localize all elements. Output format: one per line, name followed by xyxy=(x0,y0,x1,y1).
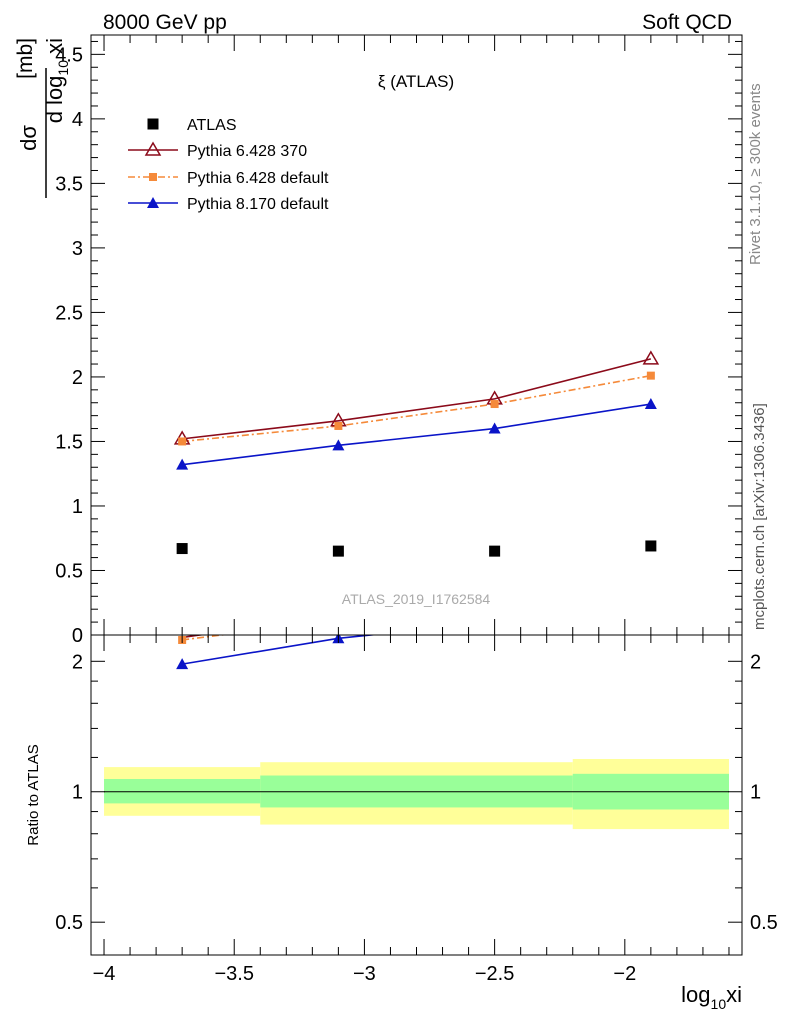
x-tick-label: −2.5 xyxy=(475,963,514,985)
x-tick-label: −2 xyxy=(613,963,636,985)
ratio-panel: 0.5 0.5 1 1 2 2 −4 −3.5 −3 −2.5 −2 xyxy=(55,634,778,985)
y-tick-label: 2 xyxy=(72,367,83,389)
y-tick-label: 1 xyxy=(72,496,83,518)
y-tick-label: 3 xyxy=(72,238,83,260)
data-point-atlas xyxy=(645,540,657,552)
legend-label-pythia-6-428-370: Pythia 6.428 370 xyxy=(187,143,307,160)
header-right-label: Soft QCD xyxy=(642,11,732,34)
ylabel-unit: [mb] xyxy=(14,38,37,79)
ylabel-denominator: d log10 xi xyxy=(42,38,71,123)
chart-title: ξ (ATLAS) xyxy=(378,72,454,91)
ratio-point-pythia-8-170-default xyxy=(176,658,189,670)
xlabel: log10xi xyxy=(681,982,742,1012)
ylabel-numerator: dσ xyxy=(16,125,41,151)
y-tick-label: 2.5 xyxy=(55,302,83,324)
main-ylabel: dσ d log10 xi [mb] xyxy=(14,38,71,198)
legend-marker-pythia-8-170-default xyxy=(147,197,159,208)
ratio-y-tick-label: 1 xyxy=(72,782,83,804)
rivet-side-label: Rivet 3.1.10, ≥ 300k events xyxy=(747,83,764,265)
data-point-pythia-8-170-default xyxy=(488,422,501,434)
legend: ATLAS Pythia 6.428 370 Pythia 6.428 defaul… xyxy=(128,117,329,213)
data-point-pythia-8-170-default xyxy=(644,398,657,410)
ratio-line-pythia-8-170-default xyxy=(182,635,379,665)
data-point-pythia-6-428-default xyxy=(490,400,499,409)
series-line-pythia-8-170-default xyxy=(182,403,651,466)
y-tick-label: 3.5 xyxy=(55,173,83,195)
x-tick-label: −3 xyxy=(353,963,376,985)
legend-marker-pythia-6-428-370 xyxy=(144,141,162,156)
y-tick-label: 4 xyxy=(72,109,83,131)
legend-label-pythia-8-170-default: Pythia 8.170 default xyxy=(187,196,329,213)
y-tick-label: 0 xyxy=(72,625,83,647)
legend-marker-pythia-6-428-default xyxy=(149,173,157,181)
main-panel: 0 0.5 1 1.5 2 2.5 3 3.5 4 4.5 xyxy=(55,34,743,647)
ratio-y-tick-label-right: 1 xyxy=(750,782,761,804)
series-line-pythia-6-428-370 xyxy=(182,358,652,440)
data-point-pythia-8-170-default xyxy=(332,439,345,451)
data-point-atlas xyxy=(332,545,344,557)
analysis-watermark: ATLAS_2019_I1762584 xyxy=(342,591,491,607)
ratio-y-tick-label: 0.5 xyxy=(55,912,83,934)
legend-label-atlas: ATLAS xyxy=(187,117,237,134)
header-left-label: 8000 GeV pp xyxy=(103,11,227,34)
data-point-pythia-6-428-default xyxy=(178,437,187,446)
y-tick-label: 4.5 xyxy=(55,44,83,66)
data-point-pythia-6-428-default xyxy=(646,371,655,380)
series-line-pythia-6-428-default xyxy=(182,374,652,443)
data-point-pythia-6-428-370 xyxy=(642,350,660,365)
ratio-ylabel: Ratio to ATLAS xyxy=(25,744,42,845)
legend-label-pythia-6-428-default: Pythia 6.428 default xyxy=(187,170,329,187)
legend-marker-atlas xyxy=(147,118,159,130)
data-point-atlas xyxy=(489,545,501,557)
ratio-y-tick-label-right: 0.5 xyxy=(750,912,778,934)
ratio-y-tick-label: 2 xyxy=(72,651,83,673)
x-tick-label: −3.5 xyxy=(214,963,253,985)
y-tick-label: 0.5 xyxy=(55,560,83,582)
x-tick-label: −4 xyxy=(93,963,116,985)
data-point-atlas xyxy=(176,543,188,555)
ratio-y-tick-label-right: 2 xyxy=(750,651,761,673)
data-point-pythia-8-170-default xyxy=(176,458,189,470)
y-tick-label: 1.5 xyxy=(55,431,83,453)
mcplots-side-label: mcplots.cern.ch [arXiv:1306.3436] xyxy=(751,403,768,630)
data-point-pythia-6-428-default xyxy=(334,421,343,430)
uncertainty-band-inner xyxy=(104,779,261,804)
